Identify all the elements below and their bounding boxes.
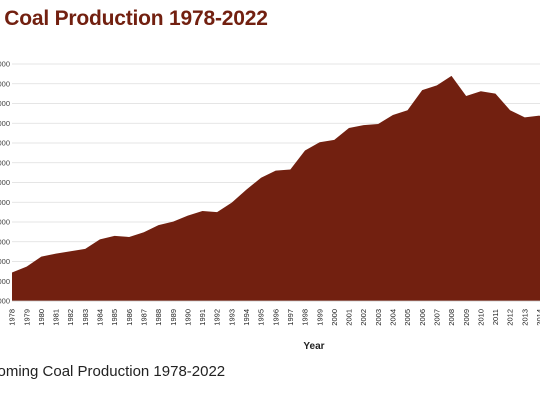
x-tick-label: 2004 (389, 309, 398, 326)
x-tick-label: 2001 (345, 309, 354, 326)
x-tick-label: 1997 (286, 309, 295, 326)
data-point (304, 149, 307, 152)
x-tick-label: 2006 (418, 309, 427, 326)
x-tick-label: 1995 (257, 309, 266, 326)
y-tick-label: 000 (0, 79, 10, 88)
y-tick-label: 000 (0, 198, 10, 207)
y-tick-label: 000 (0, 257, 10, 266)
x-tick-label: 1996 (271, 309, 280, 326)
data-point (157, 224, 160, 227)
data-point (230, 201, 233, 204)
data-point (494, 92, 497, 95)
data-point (406, 109, 409, 112)
x-tick-label: 1984 (96, 309, 105, 326)
chart-title: g Coal Production 1978-2022 (0, 7, 268, 30)
data-point (377, 122, 380, 125)
data-point (98, 238, 101, 241)
x-axis-label: Year (303, 341, 324, 352)
data-point (421, 89, 424, 92)
data-point (362, 124, 365, 127)
x-axis-ticks: 1978 1979 1980 1981 1982 1983 1984 1985 1986 1987… (8, 309, 540, 326)
data-point (260, 176, 263, 179)
data-point (450, 74, 453, 77)
data-point (69, 250, 72, 253)
data-point (479, 90, 482, 93)
data-point (391, 113, 394, 116)
data-point (84, 247, 87, 250)
x-tick-label: 2000 (330, 309, 339, 326)
y-tick-label: 000 (0, 218, 10, 227)
data-point (11, 271, 14, 274)
data-point (465, 94, 468, 97)
y-tick-label: 000 (0, 119, 10, 128)
data-point (186, 214, 189, 217)
x-tick-label: 2005 (403, 309, 412, 326)
x-tick-label: 1998 (301, 309, 310, 326)
y-tick-label: 000 (0, 139, 10, 148)
data-point (523, 116, 526, 119)
x-tick-label: 1981 (52, 309, 61, 326)
x-tick-label: 1979 (22, 309, 31, 326)
figure-caption: yoming Coal Production 1978-2022 (0, 363, 226, 380)
x-tick-label: 1992 (213, 309, 222, 326)
data-point (216, 211, 219, 214)
data-point (128, 236, 131, 239)
y-tick-label: 000 (0, 60, 10, 69)
x-tick-label: 1999 (315, 309, 324, 326)
y-tick-label: 000 (0, 297, 10, 306)
data-point (347, 126, 350, 129)
x-tick-label: 2013 (520, 309, 529, 326)
x-tick-label: 1988 (154, 309, 163, 326)
y-tick-label: 000 (0, 178, 10, 187)
data-point (172, 220, 175, 223)
data-point (435, 84, 438, 87)
x-tick-label: 1978 (8, 309, 17, 326)
y-tick-label: 000 (0, 99, 10, 108)
x-tick-label: 1991 (198, 309, 207, 326)
x-tick-label: 1982 (66, 309, 75, 326)
y-axis-ticks: 000 000 000 000 000 000 000 000 000 000 000 000 000 (0, 60, 10, 306)
data-point (333, 138, 336, 141)
x-tick-label: 1986 (125, 309, 134, 326)
x-tick-label: 1990 (183, 309, 192, 326)
data-point (245, 188, 248, 191)
x-tick-label: 1993 (227, 309, 236, 326)
data-point (25, 265, 28, 268)
x-tick-label: 1994 (242, 309, 251, 326)
x-tick-label: 2008 (447, 309, 456, 326)
y-tick-label: 000 (0, 158, 10, 167)
x-tick-label: 1985 (110, 309, 119, 326)
data-point (54, 252, 57, 255)
area-series (12, 75, 540, 301)
x-tick-label: 2009 (462, 309, 471, 326)
data-point (113, 234, 116, 237)
x-tick-label: 2011 (491, 309, 500, 325)
data-point (289, 168, 292, 171)
data-point (201, 209, 204, 212)
y-tick-label: 000 (0, 237, 10, 246)
x-tick-label: 2012 (506, 309, 515, 326)
x-tick-label: 2003 (374, 309, 383, 326)
x-tick-label: 1989 (169, 309, 178, 326)
x-tick-label: 1980 (37, 309, 46, 326)
x-tick-label: 2014 (535, 309, 540, 326)
y-tick-label: 000 (0, 277, 10, 286)
data-point (40, 255, 43, 258)
data-point (274, 169, 277, 172)
data-point (509, 109, 512, 112)
x-tick-label: 1987 (139, 309, 148, 326)
x-tick-label: 2007 (432, 309, 441, 326)
x-tick-label: 1983 (81, 309, 90, 326)
data-point (142, 231, 145, 234)
x-tick-label: 2010 (476, 309, 485, 326)
x-tick-label: 2002 (359, 309, 368, 326)
data-point (318, 141, 321, 144)
